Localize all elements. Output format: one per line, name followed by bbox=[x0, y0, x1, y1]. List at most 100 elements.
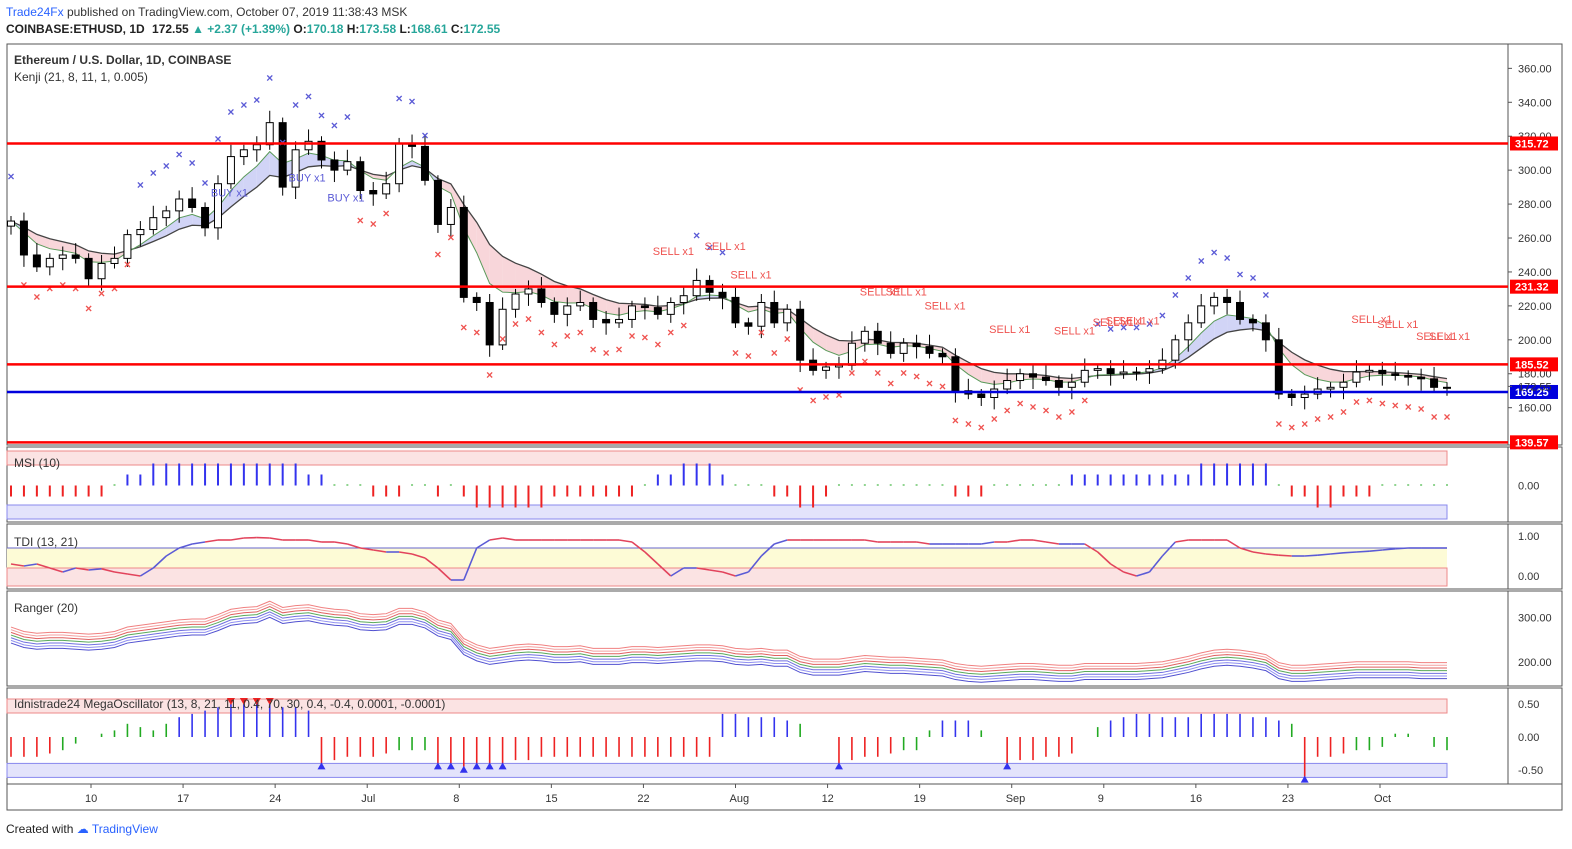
sell-x-marker: × bbox=[745, 349, 752, 363]
time-tick-label: 9 bbox=[1098, 793, 1104, 805]
tdi-mid-band bbox=[7, 548, 1447, 568]
sell-x-marker: × bbox=[978, 420, 985, 434]
tdi-line-segment bbox=[657, 563, 672, 577]
sell-signal: SELL x1 bbox=[886, 287, 927, 299]
kenji-band-segment bbox=[981, 368, 995, 385]
tdi-line-segment bbox=[1265, 553, 1279, 556]
buy-signal: BUY x1 bbox=[289, 172, 326, 184]
buy-x-marker: × bbox=[292, 98, 299, 112]
candle-body bbox=[640, 305, 649, 309]
sell-x-marker: × bbox=[654, 337, 661, 351]
tdi-line-segment bbox=[1343, 551, 1357, 554]
sell-signal: SELL x1 bbox=[1119, 316, 1160, 328]
sell-signal: SELL x1 bbox=[1429, 331, 1470, 343]
tdi-lower-band bbox=[6, 567, 1448, 587]
ranger-pane-label[interactable]: Ranger (20) bbox=[14, 601, 79, 615]
sell-x-marker: × bbox=[59, 278, 66, 292]
tradingview-link[interactable]: TradingView bbox=[91, 822, 158, 836]
candle-body bbox=[925, 346, 934, 354]
sell-x-marker: × bbox=[564, 329, 571, 343]
sell-signal: SELL x1 bbox=[1351, 314, 1392, 326]
candle-body bbox=[58, 254, 67, 259]
kenji-band-segment bbox=[49, 238, 63, 251]
buy-x-marker: × bbox=[1249, 271, 1256, 285]
mega-buy-triangle bbox=[459, 765, 468, 773]
close-label: C: bbox=[450, 22, 464, 36]
kenji-band-segment bbox=[502, 256, 516, 293]
mega-buy-triangle bbox=[498, 762, 507, 770]
brand-name[interactable]: Trade24Fx bbox=[6, 5, 64, 19]
tdi-line-segment bbox=[36, 563, 51, 569]
candle-body bbox=[45, 257, 54, 268]
low-value: 168.61 bbox=[410, 22, 448, 36]
time-tick-label: 23 bbox=[1282, 793, 1294, 805]
time-tick-label: Sep bbox=[1006, 793, 1026, 805]
tdi-line-segment bbox=[373, 549, 387, 553]
tdi-line-segment bbox=[114, 571, 128, 575]
buy-signal-label: BUY x1 bbox=[327, 193, 364, 205]
tdi-line-segment bbox=[308, 539, 322, 543]
tdi-line-segment bbox=[1136, 571, 1150, 577]
candle-body bbox=[731, 296, 740, 324]
buy-x-marker: × bbox=[202, 176, 209, 190]
mega-buy-triangle bbox=[472, 762, 481, 770]
price-tick-label: 220.00 bbox=[1518, 301, 1552, 313]
tdi-line-segment bbox=[1123, 571, 1137, 577]
tdi-pane-label[interactable]: TDI (13, 21) bbox=[14, 535, 79, 549]
candle-body bbox=[343, 161, 352, 171]
kenji-band-segment bbox=[1188, 333, 1202, 358]
mega-tick-label: 0.00 bbox=[1518, 732, 1539, 744]
candle-body bbox=[7, 220, 15, 227]
sell-x-marker: × bbox=[939, 380, 946, 394]
kenji-band-segment bbox=[476, 222, 490, 284]
level-price-tag: 185.52 bbox=[1510, 357, 1558, 372]
tdi-line-segment bbox=[127, 573, 141, 577]
low-label: L: bbox=[399, 22, 411, 36]
candle-body bbox=[873, 330, 882, 344]
tdi-line-segment bbox=[1395, 547, 1409, 550]
sell-x-marker: × bbox=[434, 247, 441, 261]
candle-body bbox=[1300, 393, 1309, 398]
sell-signal-label: SELL x1 bbox=[1351, 314, 1392, 326]
sell-signal: SELL x1 bbox=[860, 287, 901, 299]
kenji-indicator-label[interactable]: Kenji (21, 8, 11, 1, 0.005) bbox=[14, 70, 148, 84]
sell-signal: SELL x1 bbox=[730, 270, 771, 282]
mega-oscillator-pane-label[interactable]: Idnistrade24 MegaOscillator (13, 8, 21, … bbox=[14, 697, 446, 711]
sell-x-marker: × bbox=[628, 329, 635, 343]
candle-body bbox=[498, 308, 507, 346]
tdi-line-segment bbox=[1330, 552, 1344, 555]
kenji-band-segment bbox=[230, 176, 244, 207]
candle-body bbox=[589, 301, 598, 320]
sell-x-marker: × bbox=[551, 337, 558, 351]
level-tag-bg bbox=[1510, 136, 1558, 151]
sell-x-marker: × bbox=[1081, 393, 1088, 407]
ranger-band-line bbox=[10, 608, 1447, 675]
open-value: 170.18 bbox=[306, 22, 344, 36]
candle-body bbox=[395, 142, 404, 185]
tdi-line-segment bbox=[722, 571, 736, 577]
time-axis-frame bbox=[6, 783, 1563, 811]
tdi-line-segment bbox=[1356, 550, 1370, 553]
candle-body bbox=[783, 308, 792, 324]
tdi-line-segment bbox=[631, 541, 646, 553]
candle-body bbox=[1145, 368, 1154, 373]
tdi-line-segment bbox=[1239, 547, 1254, 553]
sell-x-marker: × bbox=[111, 281, 118, 295]
sell-x-marker: × bbox=[1017, 397, 1024, 411]
time-tick-label: 24 bbox=[269, 793, 281, 805]
tdi-line-segment bbox=[101, 568, 115, 573]
sell-x-marker: × bbox=[486, 368, 493, 382]
sell-signal-label: SELL x1 bbox=[1416, 331, 1457, 343]
close-value: 172.55 bbox=[463, 22, 501, 36]
last-price-label: 172.55 bbox=[1518, 381, 1552, 393]
sell-signal: SELL x1 bbox=[924, 300, 965, 312]
tdi-line-segment bbox=[334, 541, 348, 545]
kenji-band-segment bbox=[75, 244, 89, 262]
kenji-band-segment bbox=[1214, 314, 1228, 339]
price-tick-label: 180.00 bbox=[1518, 369, 1552, 381]
tdi-line-segment bbox=[1097, 551, 1112, 565]
time-tick-label: 15 bbox=[545, 793, 557, 805]
msi-pane-label[interactable]: MSI (10) bbox=[14, 456, 61, 470]
sell-x-marker: × bbox=[525, 312, 532, 326]
